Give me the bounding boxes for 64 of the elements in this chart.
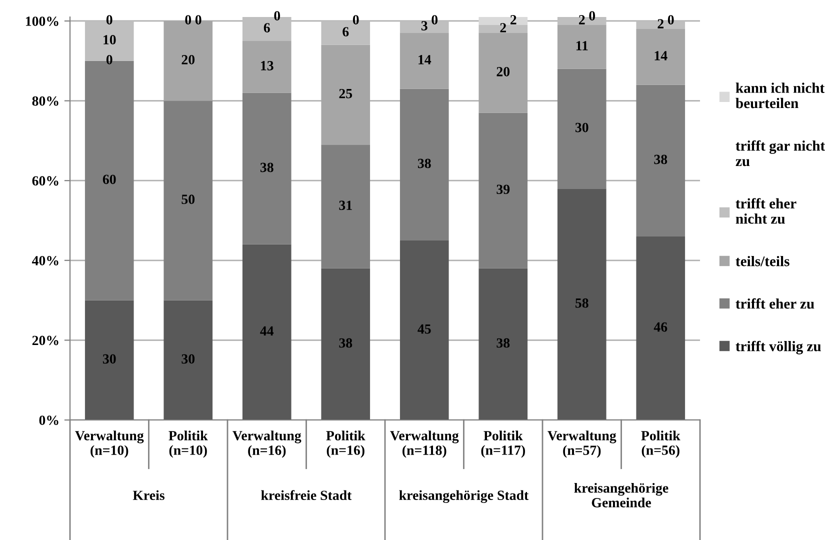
data-label: 0 [589,11,596,20]
data-label: 2 [500,23,506,32]
data-label: 14 [654,51,668,60]
data-label: 20 [496,66,510,76]
data-label: 30 [102,354,116,364]
data-label: 38 [260,162,274,172]
x-tick-label: Verwaltung (n=10) [75,430,144,458]
x-tick-label: Verwaltung (n=57) [548,430,616,458]
x-tick-label: Politik (n=117) [481,430,525,458]
legend-label: trifft eher nicht zu [736,198,796,224]
data-label: 0 [106,15,112,24]
data-label: 0 [668,15,674,24]
text: kreisfreie Stadt [261,490,352,500]
y-tick-label: 40% [32,256,58,266]
x-tick-label: Verwaltung (n=16) [232,430,302,458]
data-label: 14 [418,55,432,64]
data-label: 11 [576,41,588,50]
data-label: 20 [182,54,195,64]
x-tick-label: Politik (n=10) [168,430,208,458]
data-label: 25 [339,88,352,98]
data-label: 38 [654,154,668,164]
text: trifft gar nicht zu [736,140,825,166]
y-tick-label: 20% [32,336,58,346]
x-tick-label: Politik (n=16) [326,430,366,458]
data-label: 45 [418,324,431,334]
text: kreisangehörige Stadt [399,490,529,503]
data-label: 0 [106,54,112,64]
data-label: 38 [418,158,431,168]
y-tick-label: 80% [32,96,58,106]
data-label: 3 [421,21,428,30]
data-label: 6 [264,23,270,32]
data-label: 0 [352,15,359,24]
data-label: 44 [260,326,274,336]
data-label: 6 [342,27,349,36]
y-tick-label: 60% [32,176,58,186]
data-label: 58 [575,298,588,308]
data-label: 10 [104,35,116,44]
legend-label: kann ich nicht beurteilen [736,82,825,108]
data-label: 2 [578,15,585,24]
data-label: 0 [185,15,192,24]
data-label: 30 [182,354,195,364]
legend-label: teils/teils [736,256,790,266]
x-tick-label: Verwaltung (n=118) [390,430,459,458]
data-label: 31 [339,200,352,210]
x-tick-label: Politik (n=56) [641,430,680,458]
data-label: 38 [496,338,510,348]
data-label: 13 [261,61,274,70]
data-label: 2 [658,19,664,28]
data-label: 38 [339,338,352,348]
data-label: 0 [195,15,202,24]
data-label: 2 [510,15,516,24]
data-label: 39 [496,184,510,194]
data-label: 50 [182,194,195,204]
data-label: 30 [575,122,588,132]
data-label: 0 [432,15,438,24]
data-label: 46 [654,322,668,332]
data-label: 0 [274,11,280,20]
text: Kreis [132,490,164,500]
y-tick-label: 0% [39,416,58,425]
data-label: 60 [102,174,116,184]
legend-label: trifft eher zu [736,298,814,309]
legend-label: trifft völlig zu [736,340,821,354]
text: kreisangehörige Gemeinde [574,482,668,508]
y-tick-label: 100% [26,16,58,26]
